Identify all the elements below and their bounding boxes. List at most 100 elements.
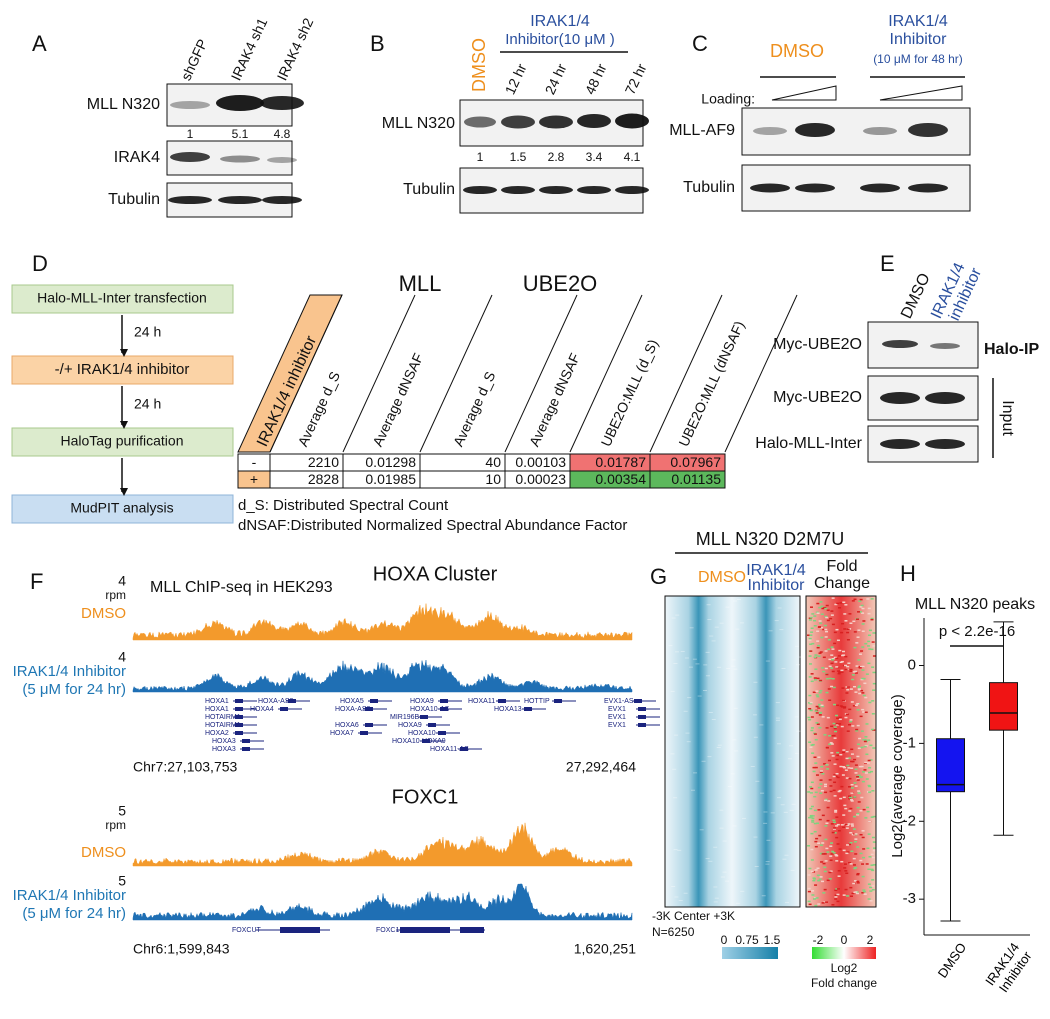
heatmap-noise [832, 722, 836, 725]
heatmap-noise [831, 831, 835, 834]
heatmap-noise [849, 688, 853, 690]
heatmap-noise [851, 892, 855, 895]
heatmap-noise [813, 898, 817, 900]
heatmap-noise [866, 645, 870, 647]
heatmap-noise [871, 713, 875, 715]
heatmap-noise [818, 703, 822, 706]
heatmap-noise [866, 847, 870, 850]
heatmap-noise [735, 902, 740, 904]
heatmap-noise [862, 711, 866, 713]
heatmap-noise [813, 625, 817, 627]
heatmap-noise [816, 640, 820, 642]
heatmap-noise [867, 739, 871, 741]
blot-band [170, 152, 210, 162]
heatmap-noise [819, 627, 823, 629]
heatmap-noise [807, 890, 811, 893]
heatmap-noise [842, 814, 846, 816]
heatmap-noise [686, 741, 691, 743]
heatmap-noise [866, 806, 870, 809]
heatmap-noise [815, 897, 819, 899]
cell-value: 0.00023 [515, 471, 566, 487]
heatmap-noise [871, 889, 875, 891]
heatmap-noise [858, 765, 862, 768]
gene-model [235, 731, 243, 735]
heatmap-noise [850, 748, 854, 751]
heatmap-noise [819, 876, 823, 878]
heatmap-noise [830, 614, 834, 616]
heatmap-noise [853, 782, 857, 784]
heatmap-noise [843, 613, 847, 615]
heatmap-noise [824, 825, 828, 827]
panel-label: A [32, 31, 47, 56]
heatmap-noise [808, 903, 812, 906]
heatmap-noise [842, 766, 846, 768]
blot-band [501, 115, 535, 129]
heatmap-noise [684, 657, 689, 659]
heatmap-noise [816, 602, 820, 605]
heatmap-noise [794, 752, 799, 754]
heatmap-noise [866, 598, 870, 600]
heatmap-noise [849, 670, 853, 672]
heatmap-noise [860, 650, 864, 652]
blot-band [168, 196, 212, 204]
heatmap-noise [810, 787, 814, 790]
heatmap-noise [866, 810, 870, 813]
heatmap-noise [823, 888, 827, 891]
heatmap-noise [828, 779, 832, 781]
gene-model [235, 707, 243, 711]
heatmap-noise [867, 759, 871, 762]
heatmap-noise [814, 904, 818, 907]
heatmap-noise [860, 689, 864, 692]
track-unit: rpm [105, 588, 126, 602]
blot-band [463, 186, 497, 194]
heatmap-noise [823, 866, 827, 869]
quantification: 2.8 [548, 150, 565, 164]
heatmap-noise [853, 880, 857, 882]
heatmap-noise [828, 677, 832, 680]
heatmap-noise [859, 715, 863, 718]
heatmap-noise [830, 610, 834, 612]
heatmap-noise [839, 602, 843, 604]
blot-band [577, 186, 611, 194]
heatmap-noise [779, 629, 784, 631]
gene-label: HOXA-AS2 [258, 698, 294, 705]
heatmap-noise [821, 842, 825, 844]
heatmap-noise [852, 685, 856, 688]
header-divider [419, 294, 493, 453]
heatmap-noise [846, 631, 850, 634]
heatmap-noise [809, 702, 813, 705]
heatmap-noise [817, 879, 821, 882]
heatmap-noise [833, 827, 837, 829]
heatmap-noise [822, 670, 826, 673]
gene-model [288, 699, 296, 703]
heatmap-noise [787, 758, 792, 760]
heatmap-noise [858, 611, 862, 613]
gene-model [422, 739, 430, 743]
cell-value: 0.07967 [670, 454, 721, 470]
heatmap-noise [809, 701, 813, 704]
heatmap-noise [861, 836, 865, 839]
heatmap-noise [852, 882, 856, 885]
cell-value: 2210 [308, 454, 339, 470]
heatmap-noise [842, 826, 846, 828]
heatmap-noise [680, 650, 685, 652]
heatmap-noise [818, 606, 822, 609]
column-label: DMSO [698, 569, 746, 586]
heatmap-noise [867, 833, 871, 835]
scale-tick: 0 [841, 933, 848, 947]
heatmap-noise [811, 817, 815, 820]
heatmap-noise [819, 689, 823, 692]
heatmap-noise [872, 671, 876, 674]
heatmap-noise [833, 656, 837, 659]
heatmap-noise [823, 763, 827, 765]
heatmap-noise [835, 855, 839, 857]
heatmap-noise [813, 822, 817, 825]
header-divider [504, 294, 578, 453]
heatmap-noise [821, 853, 825, 855]
blot-band [267, 157, 297, 163]
heatmap-noise [819, 622, 823, 624]
heatmap-noise [846, 844, 850, 846]
heatmap-noise [821, 716, 825, 718]
heatmap-noise [867, 640, 871, 643]
heatmap-noise [810, 859, 814, 861]
